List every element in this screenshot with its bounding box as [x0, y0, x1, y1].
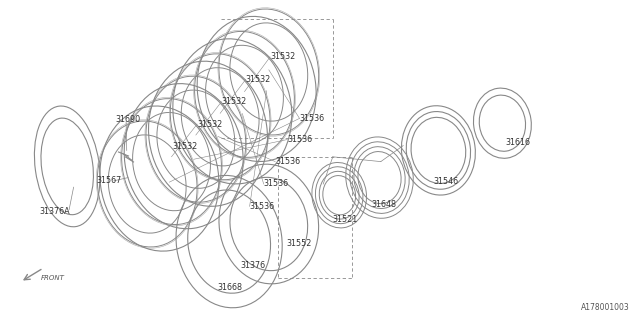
Text: 31616: 31616	[506, 138, 531, 147]
Text: 31690: 31690	[115, 116, 140, 124]
Text: 31532: 31532	[197, 120, 222, 129]
Text: 31376: 31376	[240, 261, 265, 270]
Text: 31546: 31546	[434, 177, 459, 186]
Text: 31532: 31532	[246, 75, 271, 84]
Text: 31536: 31536	[250, 202, 275, 211]
Text: 31532: 31532	[173, 142, 198, 151]
Text: 31552: 31552	[287, 239, 312, 248]
Text: 31536: 31536	[300, 114, 324, 123]
Text: 31532: 31532	[270, 52, 295, 61]
Text: 31521: 31521	[333, 215, 358, 224]
Text: 31536: 31536	[287, 135, 312, 144]
Text: 31536: 31536	[275, 157, 300, 166]
Text: A178001003: A178001003	[581, 303, 630, 312]
Text: 31536: 31536	[264, 180, 289, 188]
Text: 31376A: 31376A	[40, 207, 70, 216]
Text: 31567: 31567	[96, 176, 121, 185]
Text: 31532: 31532	[221, 97, 246, 106]
Text: 31648: 31648	[371, 200, 396, 209]
Text: FRONT: FRONT	[40, 275, 64, 281]
Text: 31668: 31668	[218, 284, 243, 292]
